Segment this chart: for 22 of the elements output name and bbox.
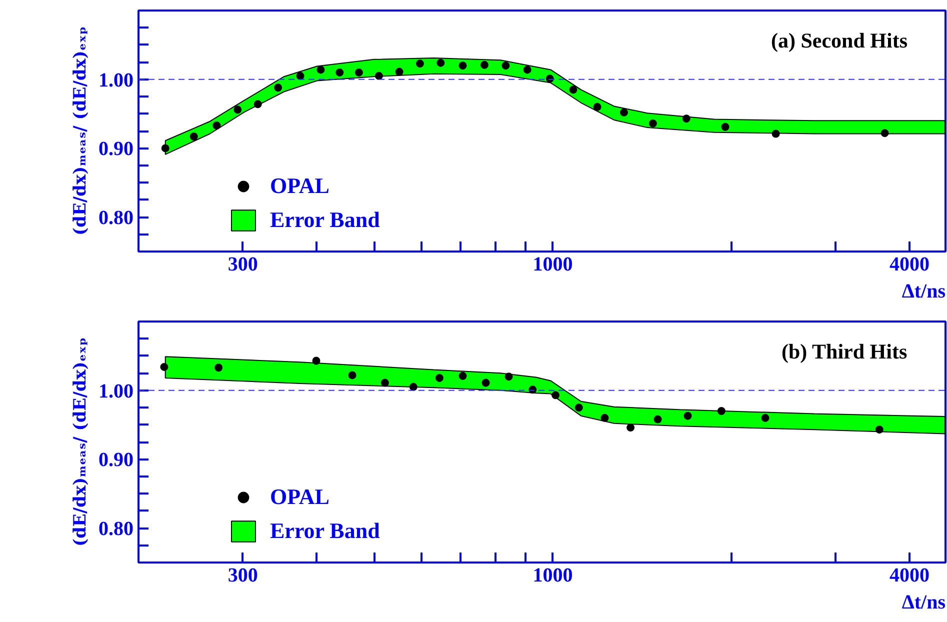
- y-tick-label: 1.00: [98, 69, 134, 92]
- x-tick-label: 1000: [532, 564, 573, 586]
- text: (a) Second Hits: [771, 28, 908, 52]
- x-axis-title: Δt/ns: [902, 280, 946, 302]
- y-axis-title: (dE/dx)ₘₑₐₛ/ (dE/dx)ₑₓₚ: [70, 26, 90, 236]
- text: (b) Third Hits: [781, 340, 908, 364]
- legend-label: Error Band: [270, 207, 380, 233]
- y-tick-label: 0.90: [98, 449, 134, 472]
- x-tick-label: 4000: [890, 254, 930, 276]
- x-tick-label: 300: [228, 254, 258, 276]
- y-tick-label: 0.80: [98, 207, 134, 230]
- legend-label: Error Band: [270, 518, 380, 544]
- x-tick-label: 1000: [532, 254, 573, 276]
- y-tick-label: 0.90: [98, 138, 134, 160]
- y-tick-label: 1.00: [98, 380, 134, 402]
- legend-label: OPAL: [270, 173, 330, 199]
- legend-label: OPAL: [270, 484, 330, 510]
- x-tick-label: 4000: [890, 564, 930, 586]
- x-axis-title: Δt/ns: [902, 592, 946, 614]
- y-axis-title: (dE/dx)ₘₑₐₛ/ (dE/dx)ₑₓₚ: [70, 337, 90, 547]
- y-tick-label: 0.80: [98, 518, 134, 540]
- x-tick-label: 300: [228, 564, 258, 586]
